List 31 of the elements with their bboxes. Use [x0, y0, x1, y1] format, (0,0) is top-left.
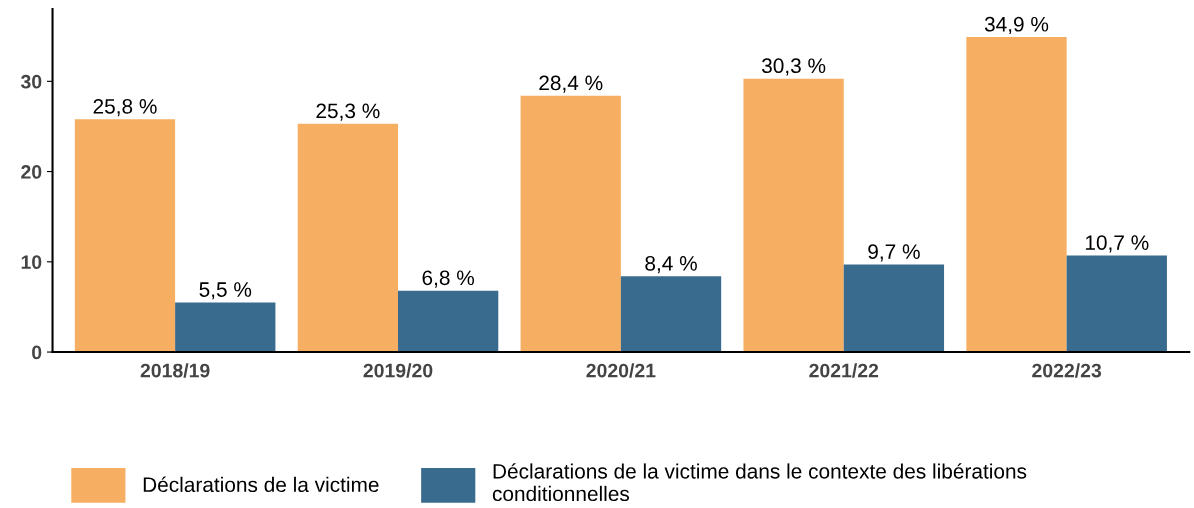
data-label: 8,4 % — [645, 255, 697, 274]
bar — [966, 37, 1067, 353]
legend-label: Déclarations de la victime — [143, 476, 379, 493]
bar — [620, 276, 722, 353]
data-label: 5,5 % — [199, 282, 252, 300]
bar — [74, 119, 176, 353]
data-label: 34,9 % — [984, 16, 1049, 35]
data-label: 30,3 % — [761, 58, 826, 76]
data-label: 9,7 % — [868, 244, 920, 262]
data-label: 25,8 % — [93, 98, 157, 117]
data-label: 25,3 % — [316, 103, 380, 121]
x-tick-label: 2018/19 — [140, 363, 210, 378]
bar — [398, 290, 499, 353]
y-tick-label: 30 — [20, 74, 42, 89]
bar — [1066, 255, 1167, 353]
bar — [520, 95, 621, 353]
data-label: 28,4 % — [539, 75, 603, 93]
y-tick-label: 10 — [21, 255, 42, 270]
x-tick-label: 2022/23 — [1032, 363, 1102, 378]
x-tick-label: 2019/20 — [363, 363, 433, 378]
x-tick-label: 2020/21 — [586, 363, 656, 378]
data-label: 6,8 % — [422, 270, 475, 288]
legend-label: Déclarations de la victime dans le contexte des libérations conditionnelles — [492, 463, 1027, 502]
bar — [843, 264, 945, 353]
y-tick-label: 0 — [32, 345, 42, 360]
bar — [297, 123, 398, 353]
data-label: 10,7 % — [1085, 235, 1149, 253]
x-tick-label: 2021/22 — [809, 363, 879, 378]
bar — [743, 78, 844, 353]
bar — [175, 302, 276, 353]
y-tick-label: 20 — [21, 165, 42, 179]
